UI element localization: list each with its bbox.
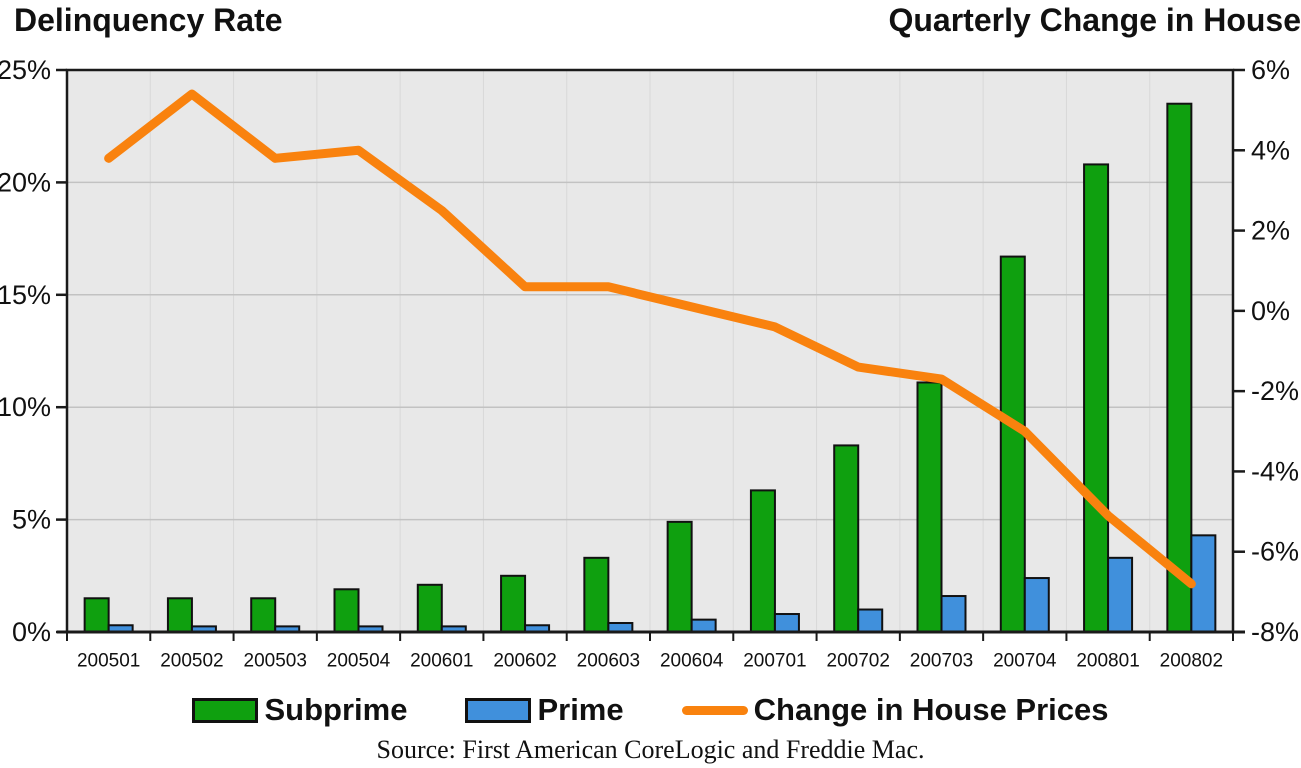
x-axis-tick-label: 200703: [910, 651, 973, 672]
prime-bar: [1023, 577, 1050, 633]
prime-bar: [773, 613, 800, 633]
legend: Subprime Prime Change in House Prices: [0, 692, 1301, 728]
subprime-bar: [500, 574, 527, 633]
left-axis-tick-label: 10%: [0, 392, 51, 422]
left-axis: 0% 5% 10% 15% 20% 25%: [0, 55, 67, 647]
left-axis-tick-label: 20%: [0, 167, 51, 197]
legend-item: Change in House Prices: [681, 692, 1109, 728]
left-axis-title: Delinquency Rate: [14, 2, 283, 38]
subprime-bar: [250, 597, 277, 634]
legend-label: Change in House Prices: [753, 692, 1109, 727]
vertical-gridlines: [149, 70, 1151, 632]
legend-item: Subprime: [192, 692, 407, 728]
right-axis-title: Quarterly Change in House: [888, 2, 1301, 38]
left-axis-tick-label: 25%: [0, 55, 51, 85]
subprime-bar: [1083, 163, 1110, 634]
subprime-bar: [833, 444, 860, 633]
legend-label: Subprime: [264, 692, 408, 727]
subprime-bar: [416, 583, 443, 633]
right-axis-tick-label: 2%: [1251, 216, 1290, 246]
bars-group: [83, 102, 1217, 634]
x-axis-tick-label: 200702: [827, 651, 890, 672]
source-note: Source: First American CoreLogic and Fre…: [376, 735, 925, 764]
subprime-bar: [83, 597, 110, 634]
horizontal-gridlines: [67, 181, 1233, 521]
legend-line-swatch: [681, 705, 748, 715]
legend-label: Prime: [537, 692, 624, 727]
x-axis-tick-label: 200503: [244, 651, 307, 672]
right-axis-tick-label: -8%: [1251, 617, 1299, 647]
x-axis-tick-label: 200604: [660, 651, 724, 672]
subprime-bar: [999, 255, 1026, 633]
legend-bar-swatch: [465, 697, 532, 723]
subprime-bar: [749, 489, 776, 633]
right-axis-tick-label: 4%: [1251, 135, 1290, 165]
x-axis-tick-label: 200704: [993, 651, 1057, 672]
prime-bar: [1107, 556, 1134, 633]
legend-bar-swatch: [192, 697, 259, 723]
subprime-bar: [666, 520, 693, 634]
x-axis-tick-label: 200701: [743, 651, 806, 672]
right-axis: -8% -6% -4% -2% 0% 2% 4% 6%: [1233, 55, 1299, 647]
subprime-bar: [583, 556, 610, 633]
x-axis-tick-label: 200801: [1076, 651, 1139, 672]
right-axis-tick-label: 0%: [1251, 296, 1290, 326]
right-axis-tick-label: -2%: [1251, 376, 1299, 406]
right-axis-tick-label: -4%: [1251, 456, 1299, 486]
subprime-bar: [166, 597, 193, 634]
x-axis-tick-label: 200802: [1160, 651, 1223, 672]
prime-bar: [940, 595, 967, 633]
subprime-bar: [916, 381, 943, 633]
x-axis-tick-label: 200501: [77, 651, 140, 672]
x-axis-tick-label: 200602: [493, 651, 556, 672]
subprime-bar: [1166, 102, 1193, 634]
right-axis-tick-label: -6%: [1251, 537, 1299, 567]
x-axis-tick-label: 200504: [327, 651, 391, 672]
legend-item: Prime: [465, 692, 624, 728]
subprime-bar: [333, 588, 360, 634]
left-axis-tick-label: 15%: [0, 280, 51, 310]
x-axis-tick-label: 200603: [577, 651, 640, 672]
left-axis-tick-label: 5%: [12, 505, 51, 535]
x-axis: 200501 200502 200503 200504 200601 200602 2006…: [66, 632, 1234, 672]
right-axis-tick-label: 6%: [1251, 55, 1290, 85]
x-axis-tick-label: 200601: [410, 651, 473, 672]
x-axis-tick-label: 200502: [160, 651, 223, 672]
left-axis-tick-label: 0%: [12, 617, 51, 647]
prime-bar: [690, 618, 717, 633]
prime-bar: [857, 608, 884, 634]
house-price-line: [104, 89, 1196, 589]
